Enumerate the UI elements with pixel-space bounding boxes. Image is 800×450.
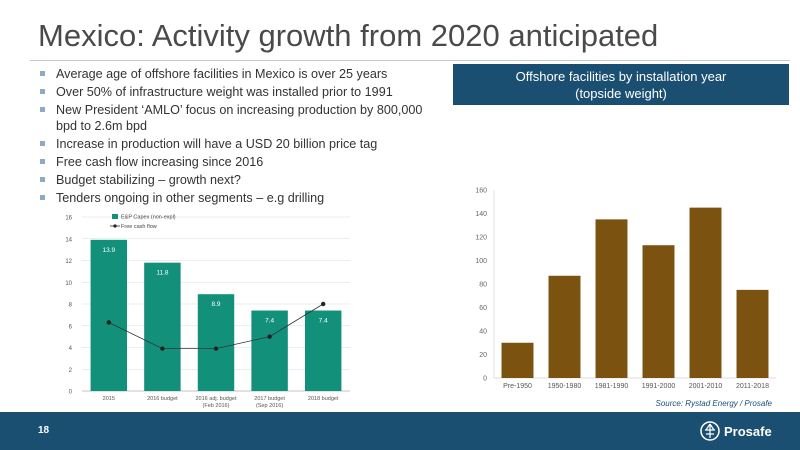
bullet-item: Over 50% of infrastructure weight was in… <box>38 84 428 100</box>
bullet-item: Budget stabilizing – growth next? <box>38 172 428 188</box>
capex-bar <box>197 294 235 391</box>
y-tick-label: 20 <box>479 352 487 359</box>
bullet-item: Increase in production will have a USD 2… <box>38 136 428 152</box>
fcf-point <box>106 320 112 325</box>
x-tick-label: 2001-2010 <box>689 383 723 390</box>
prosafe-logo: Prosafe <box>700 420 772 442</box>
x-tick-label: 1981-1990 <box>595 383 629 390</box>
y-tick-label: 8 <box>69 303 73 309</box>
source-note: Source: Rystad Energy / Prosafe <box>655 399 773 408</box>
y-tick-label: 100 <box>475 258 487 265</box>
y-tick-label: 0 <box>483 376 487 383</box>
slide-title: Mexico: Activity growth from 2020 antici… <box>38 18 659 53</box>
x-tick-label: 1991-2000 <box>642 383 676 390</box>
capex-bar <box>144 262 181 391</box>
legend-label-fcf: Free cash flow <box>121 224 157 230</box>
installation-bar <box>689 207 722 378</box>
fcf-point <box>321 301 326 307</box>
page-number: 18 <box>38 425 50 436</box>
capex-bar <box>90 239 128 391</box>
bullet-item: New President ‘AMLO’ focus on increasing… <box>38 102 428 134</box>
x-tick-label: 2016 adj. budget <box>196 396 237 402</box>
prosafe-emblem-icon <box>700 421 720 441</box>
x-tick-label: (Sep 2016) <box>256 403 283 409</box>
fcf-point <box>160 346 165 351</box>
y-tick-label: 140 <box>475 211 487 218</box>
panel-title-line1: Offshore facilities by installation year <box>515 69 727 84</box>
installation-bar <box>501 342 534 378</box>
y-tick-label: 40 <box>479 329 487 336</box>
footer-bar <box>0 412 800 450</box>
installation-bar <box>595 219 628 378</box>
capex-bar <box>251 310 288 391</box>
bar-value-label: 7.4 <box>319 318 328 325</box>
logo-text: Prosafe <box>724 423 772 439</box>
x-tick-label: 2017 budget <box>254 396 285 402</box>
x-tick-label: 2015 <box>103 396 115 402</box>
y-tick-label: 0 <box>69 390 73 396</box>
x-tick-label: 2011-2018 <box>736 383 769 390</box>
y-tick-label: 60 <box>479 305 487 312</box>
installation-bar <box>642 245 675 378</box>
fcf-point <box>267 334 272 339</box>
bullet-item: Free cash flow increasing since 2016 <box>38 154 428 170</box>
bar-value-label: 7.4 <box>265 318 274 325</box>
y-tick-label: 160 <box>475 188 487 195</box>
installation-bar <box>548 275 581 378</box>
bar-value-label: 13.9 <box>102 247 115 254</box>
bar-value-label: 11.8 <box>156 270 169 277</box>
y-tick-label: 16 <box>65 216 72 222</box>
bullet-item: Average age of offshore facilities in Me… <box>38 66 428 82</box>
x-tick-label: (Feb 2016) <box>203 403 230 409</box>
fcf-point <box>213 346 219 351</box>
y-tick-label: 2 <box>69 368 73 374</box>
capex-bar <box>304 310 342 391</box>
legend-label-capex: E&P Capex (non-expl) <box>121 215 176 221</box>
y-tick-label: 14 <box>65 237 72 243</box>
y-tick-label: 80 <box>479 282 487 289</box>
y-tick-label: 12 <box>65 259 72 265</box>
title-divider <box>30 60 790 61</box>
x-tick-label: 1950-1980 <box>548 383 582 390</box>
legend-marker-fcf <box>113 224 117 228</box>
y-tick-label: 6 <box>69 324 73 330</box>
y-tick-label: 120 <box>475 235 487 242</box>
y-tick-label: 10 <box>65 281 72 287</box>
y-tick-label: 4 <box>69 346 73 352</box>
x-tick-label: 2018 budget <box>308 396 339 402</box>
capex-chart: 0 2 4 6 8 10 12 14 16 13.9 2015 11.8 2016 budget 8.9 2… <box>65 214 350 409</box>
installation-bar <box>736 289 769 378</box>
bullet-list: Average age of offshore facilities in Me… <box>38 66 428 208</box>
installation-year-chart: 0 20 40 60 80 100 120 140 160 Pre-1950 1950-1980 19… <box>475 188 776 390</box>
bar-value-label: 8.9 <box>211 301 220 308</box>
x-tick-label: 2016 budget <box>147 396 178 402</box>
legend-swatch-capex <box>112 214 118 219</box>
x-tick-label: Pre-1950 <box>503 383 532 390</box>
chart-panel-header: Offshore facilities by installation year… <box>453 64 789 105</box>
bullet-item: Tenders ongoing in other segments – e.g … <box>38 190 428 206</box>
panel-title-line2: (topside weight) <box>575 86 667 101</box>
